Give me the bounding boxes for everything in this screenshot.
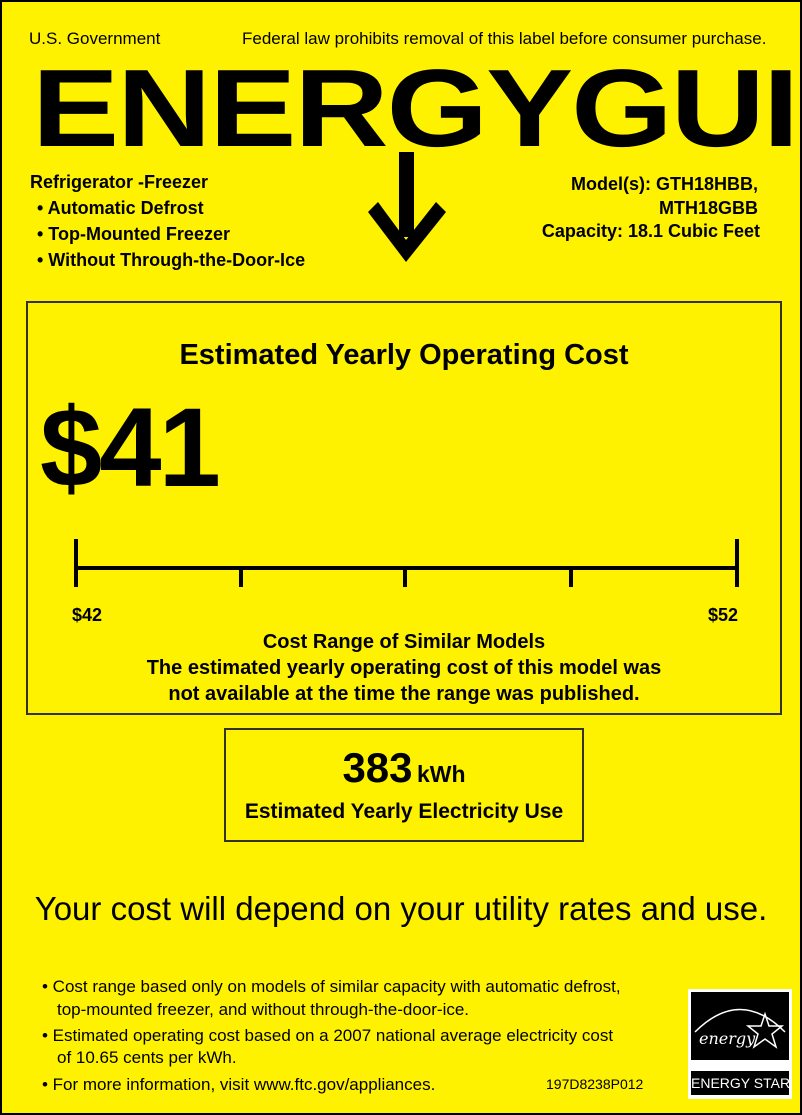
kwh-label: Estimated Yearly Electricity Use xyxy=(244,800,564,823)
operating-cost-box: Estimated Yearly Operating Cost $41 $42 … xyxy=(26,301,782,715)
rates-note: Your cost will depend on your utility ra… xyxy=(34,890,768,927)
cost-range-scale xyxy=(74,539,739,587)
footnote: top-mounted freezer, and without through… xyxy=(57,1000,470,1019)
range-min: $42 xyxy=(72,605,103,625)
removal-notice: Federal law prohibits removal of this la… xyxy=(242,29,767,48)
electricity-use-box: 383 kWh Estimated Yearly Electricity Use xyxy=(224,728,584,842)
range-title: Cost Range of Similar Models xyxy=(262,631,546,653)
energy-star-icon: energy xyxy=(691,992,789,1060)
us-government: U.S. Government xyxy=(29,29,161,48)
feature: • Automatic Defrost xyxy=(37,198,204,218)
range-note: not available at the time the range was … xyxy=(168,683,640,705)
range-max: $52 xyxy=(707,605,738,625)
footnote: • For more information, visit www.ftc.go… xyxy=(42,1075,436,1094)
down-arrow-icon xyxy=(368,152,446,262)
footnote: of 10.65 cents per kWh. xyxy=(57,1048,237,1067)
energy-star-logo: energy ENERGY STAR xyxy=(688,989,792,1099)
energy-script: energy xyxy=(699,1029,756,1048)
label-code: 197D8238P012 xyxy=(546,1076,644,1092)
product-type: Refrigerator -Freezer xyxy=(30,172,209,192)
kwh-unit: kWh xyxy=(416,761,466,787)
footnote: • Cost range based only on models of sim… xyxy=(42,977,621,996)
feature: • Top-Mounted Freezer xyxy=(37,224,230,244)
cost-title: Estimated Yearly Operating Cost xyxy=(179,339,629,371)
range-note: The estimated yearly operating cost of t… xyxy=(146,657,662,679)
capacity: Capacity: 18.1 Cubic Feet xyxy=(541,221,760,241)
energy-star-text: ENERGY STAR xyxy=(691,1071,790,1095)
energyguide-logo: ENERGYGUIDE xyxy=(32,47,800,171)
models: Model(s): GTH18HBB, xyxy=(570,174,758,194)
feature: • Without Through-the-Door-Ice xyxy=(37,250,306,270)
models: MTH18GBB xyxy=(658,198,758,218)
kwh-value: 383 xyxy=(342,744,413,791)
cost-value: $41 xyxy=(40,385,221,510)
footnote: • Estimated operating cost based on a 20… xyxy=(42,1026,614,1045)
